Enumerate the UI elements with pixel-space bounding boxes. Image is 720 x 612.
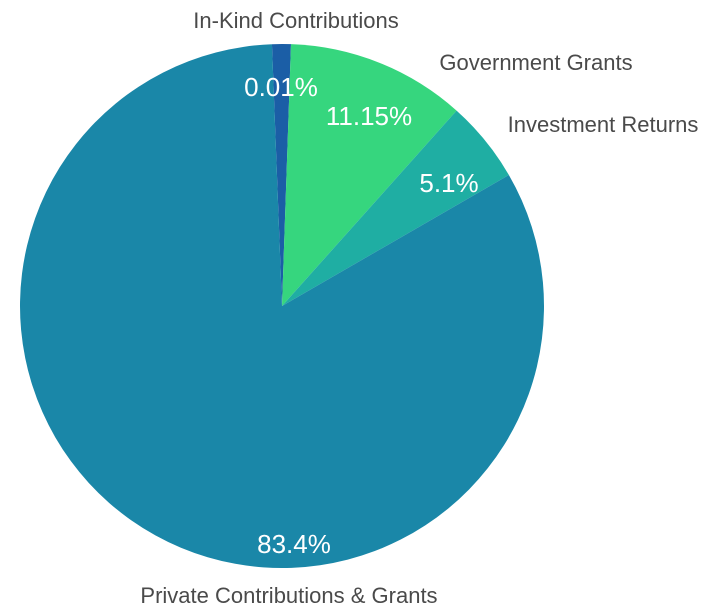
slice-value-label: 0.01% (244, 72, 318, 102)
slice-value-label: 11.15% (326, 101, 412, 131)
pie-slice-3 (20, 44, 545, 568)
pie-slice-1 (282, 44, 457, 306)
pie-value-labels: 0.01% 11.15% 5.1% 83.4% (244, 72, 479, 559)
pie-category-labels: In-Kind Contributions Government Grants In… (140, 8, 698, 608)
pie-slices (20, 44, 545, 568)
slice-value-label: 83.4% (257, 529, 331, 559)
slice-value-label: 5.1% (419, 168, 478, 198)
pie-slice-2 (282, 110, 509, 306)
slice-category-label: Private Contributions & Grants (140, 583, 437, 608)
slice-category-label: Investment Returns (508, 112, 699, 137)
slice-category-label: Government Grants (439, 50, 632, 75)
pie-slice-0 (271, 44, 291, 307)
slice-category-label: In-Kind Contributions (193, 8, 398, 33)
